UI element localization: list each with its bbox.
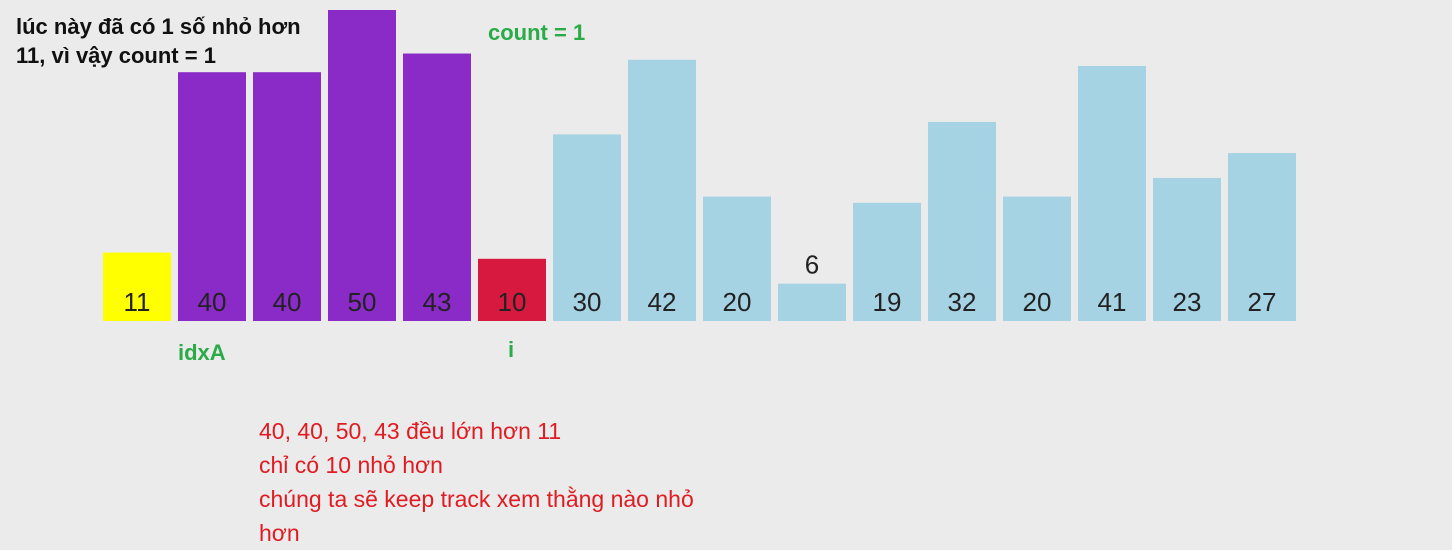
bottom-note-line: hơn: [259, 520, 300, 546]
bar-unprocessed: [1153, 177, 1221, 321]
bar-value-label: 42: [648, 287, 677, 317]
bar-unprocessed: [553, 134, 621, 321]
bar-unprocessed: [1078, 65, 1146, 321]
bar-value-label: 20: [1023, 287, 1052, 317]
bar-value-label: 20: [723, 287, 752, 317]
bar-value-label: 11: [124, 287, 151, 317]
bar-unprocessed: [928, 121, 996, 322]
bar-value-label: 10: [498, 287, 527, 317]
bar-value-label: 27: [1248, 287, 1277, 317]
bar-greater: [328, 10, 396, 321]
bar-value-label: 40: [273, 287, 302, 317]
top-note: lúc này đã có 1 số nhỏ hơn 11, vì vậy co…: [16, 14, 301, 68]
bar-unprocessed: [1228, 153, 1296, 321]
bar-value-label: 32: [948, 287, 977, 317]
bar-value-label: 41: [1098, 287, 1127, 317]
bottom-note-line: 40, 40, 50, 43 đều lớn hơn 11: [259, 418, 562, 444]
bar-unprocessed: [703, 196, 771, 321]
bar-value-label: 43: [423, 287, 452, 317]
bar-smaller: [478, 258, 546, 321]
bar-value-label: 6: [805, 250, 819, 280]
pointer-idxa-label: idxA: [178, 340, 226, 365]
bottom-note-line: chúng ta sẽ keep track xem thằng nào nhỏ: [259, 486, 694, 512]
bar-greater: [403, 53, 471, 321]
bar-unprocessed: [1003, 196, 1071, 321]
bar-value-label: 50: [348, 287, 377, 317]
count-label: count = 1: [488, 20, 586, 45]
bar-unprocessed: [628, 59, 696, 321]
bar-value-label: 23: [1173, 287, 1202, 317]
pointer-i-label: i: [508, 337, 515, 362]
bar-pivot: [103, 252, 171, 321]
bar-value-label: 40: [198, 287, 227, 317]
bar-unprocessed: [778, 283, 846, 321]
bottom-note-line: chỉ có 10 nhỏ hơn: [259, 452, 443, 478]
bar-unprocessed: [853, 202, 921, 321]
bar-value-label: 19: [873, 287, 902, 317]
bar-greater: [253, 72, 321, 321]
bar-value-label: 30: [573, 287, 602, 317]
bar-greater: [178, 72, 246, 321]
bottom-note: 40, 40, 50, 43 đều lớn hơn 11 chỉ có 10 …: [259, 414, 779, 550]
